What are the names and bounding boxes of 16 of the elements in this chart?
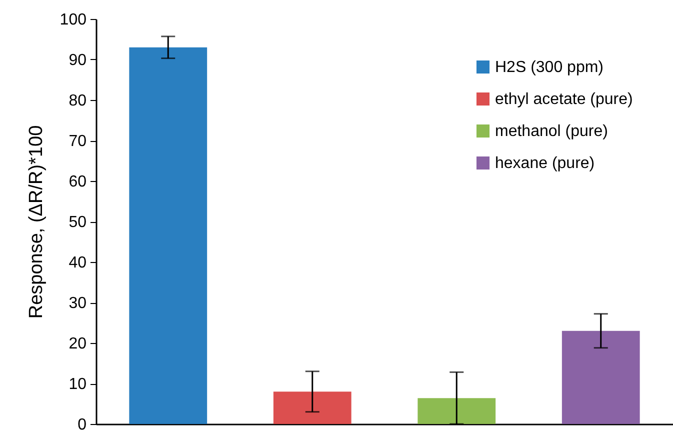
y-tick-label: 0 [78, 416, 87, 430]
y-tick-label: 100 [60, 12, 87, 28]
legend-label: ethyl acetate (pure) [495, 91, 633, 108]
y-tick-label: 60 [68, 174, 87, 190]
y-tick-label: 80 [68, 92, 87, 110]
y-tick-label: 90 [68, 52, 87, 69]
legend-label: methanol (pure) [495, 123, 608, 140]
y-tick-label: 10 [68, 376, 87, 393]
y-tick-label: 70 [68, 133, 87, 150]
y-tick-label: 20 [68, 336, 87, 352]
legend-label: H2S (300 ppm) [495, 59, 604, 76]
y-axis-title: Response, (ΔR/R)*100 [26, 125, 47, 319]
y-tick-label: 30 [68, 295, 87, 312]
y-tick-label: 50 [68, 214, 87, 231]
legend-label: hexane (pure) [495, 155, 595, 172]
y-tick-label: 40 [68, 254, 87, 272]
